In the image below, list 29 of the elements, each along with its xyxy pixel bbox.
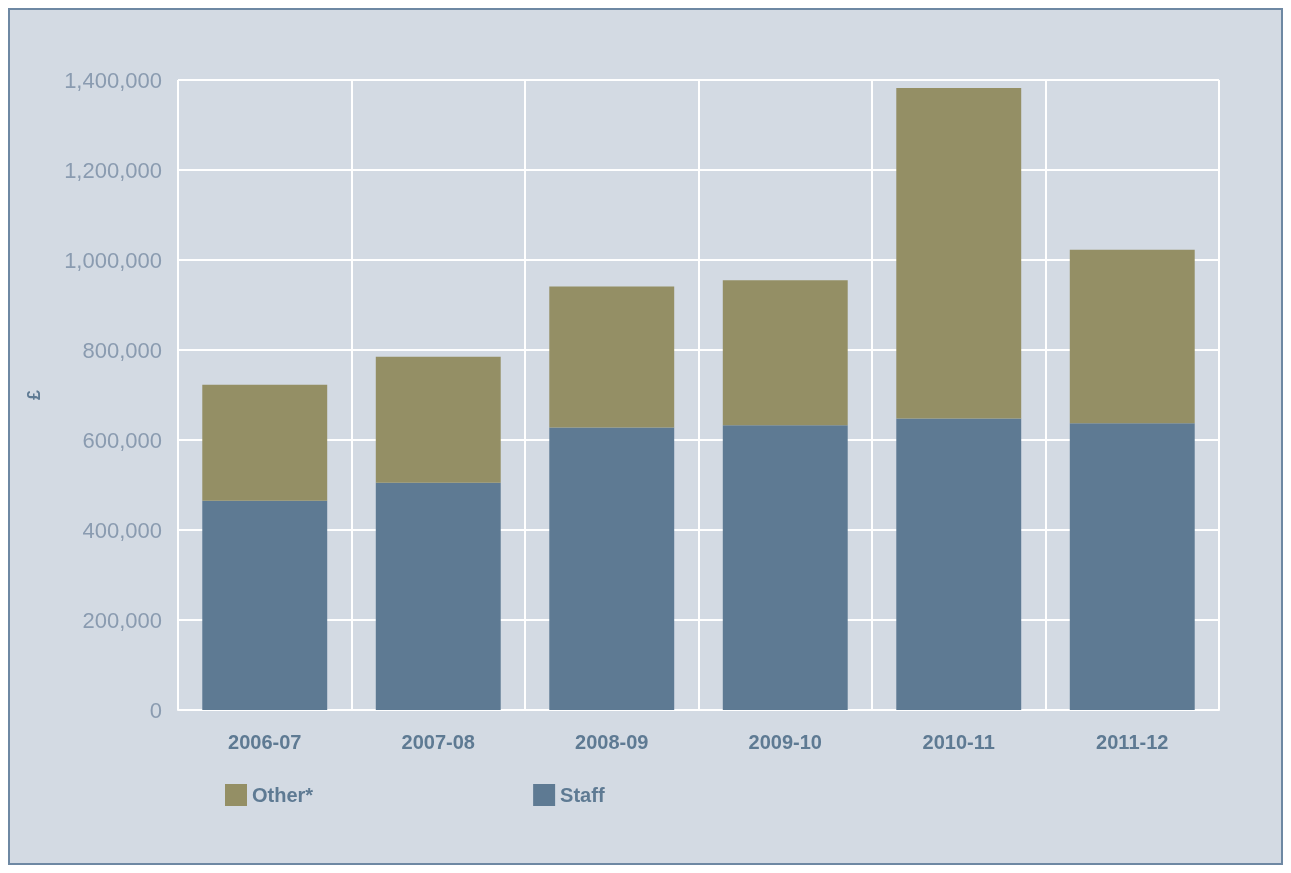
bar [202, 384, 328, 501]
x-tick-label: 2007-08 [401, 731, 475, 753]
bar [1069, 249, 1195, 424]
y-tick-label: 0 [149, 697, 162, 723]
bar [722, 425, 848, 710]
y-tick-label: 1,000,000 [64, 247, 162, 273]
y-tick-label: 400,000 [82, 517, 162, 543]
bar [375, 356, 501, 483]
bar [549, 427, 675, 710]
legend-label: Other* [252, 784, 314, 806]
bar [722, 280, 848, 426]
y-axis-title: £ [24, 389, 44, 401]
bar [549, 286, 675, 428]
x-tick-label: 2008-09 [575, 731, 649, 753]
x-tick-label: 2009-10 [748, 731, 822, 753]
x-tick-label: 2010-11 [922, 731, 995, 753]
bar [375, 482, 501, 710]
y-tick-label: 600,000 [82, 427, 162, 453]
y-tick-label: 200,000 [82, 607, 162, 633]
legend-label: Staff [560, 784, 605, 806]
x-tick-label: 2006-07 [228, 731, 302, 753]
y-tick-label: 1,200,000 [64, 157, 162, 183]
bar [896, 418, 1022, 710]
y-tick-label: 800,000 [82, 337, 162, 363]
x-tick-label: 2011-12 [1096, 731, 1169, 753]
bar [1069, 423, 1195, 710]
bar [896, 88, 1022, 419]
y-tick-label: 1,400,000 [64, 67, 162, 93]
bar [202, 500, 328, 710]
